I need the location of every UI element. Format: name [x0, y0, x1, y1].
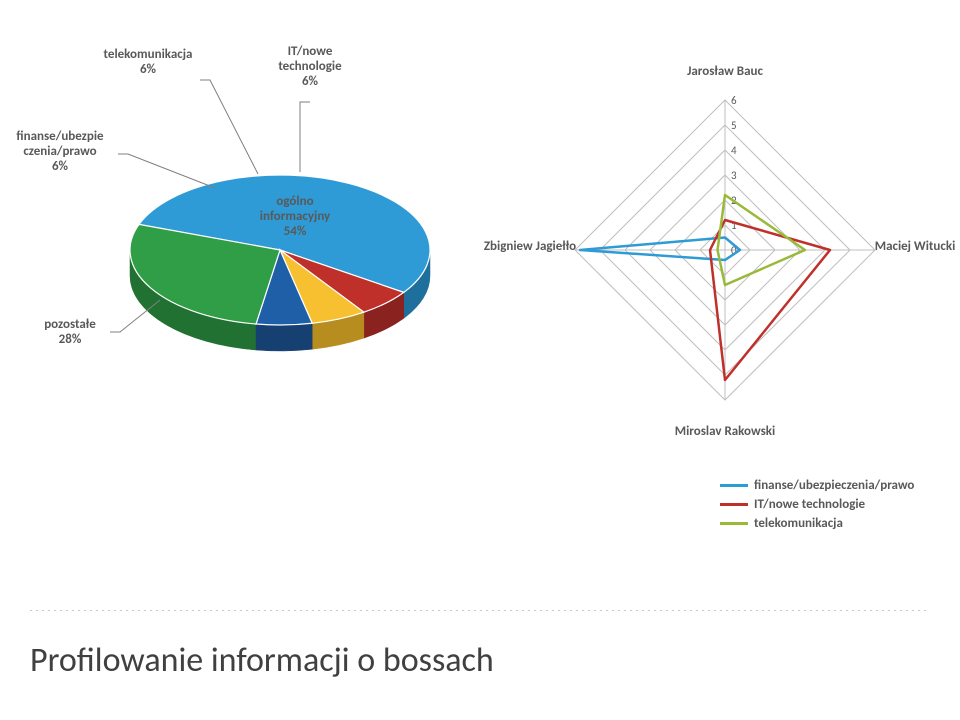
- svg-text:4: 4: [731, 144, 737, 157]
- legend-label: telekomunikacja: [754, 516, 843, 531]
- svg-text:Zbigniew Jagiełło: Zbigniew Jagiełło: [484, 239, 576, 254]
- legend-item: finanse/ubezpieczenia/prawo: [720, 478, 914, 493]
- radar-chart: 0123456Jarosław BaucMaciej WituckiMirosl…: [0, 0, 960, 470]
- svg-text:6: 6: [731, 94, 737, 107]
- legend-item: IT/nowe technologie: [720, 497, 914, 512]
- svg-text:Maciej Witucki: Maciej Witucki: [875, 239, 956, 254]
- divider: [30, 610, 930, 611]
- legend-swatch: [720, 522, 748, 525]
- svg-text:Miroslav Rakowski: Miroslav Rakowski: [675, 424, 776, 439]
- legend-label: IT/nowe technologie: [754, 497, 865, 512]
- svg-text:Jarosław Bauc: Jarosław Bauc: [687, 64, 763, 79]
- legend-swatch: [720, 503, 748, 506]
- svg-text:5: 5: [731, 119, 737, 132]
- legend-label: finanse/ubezpieczenia/prawo: [754, 478, 914, 493]
- slide-title: Profilowanie informacji o bossach: [30, 640, 494, 681]
- legend-swatch: [720, 484, 748, 487]
- slide: { "background_color": "#ffffff", "title"…: [0, 0, 960, 720]
- radar-legend: finanse/ubezpieczenia/prawo IT/nowe techn…: [720, 478, 914, 535]
- legend-item: telekomunikacja: [720, 516, 914, 531]
- svg-text:3: 3: [731, 169, 737, 182]
